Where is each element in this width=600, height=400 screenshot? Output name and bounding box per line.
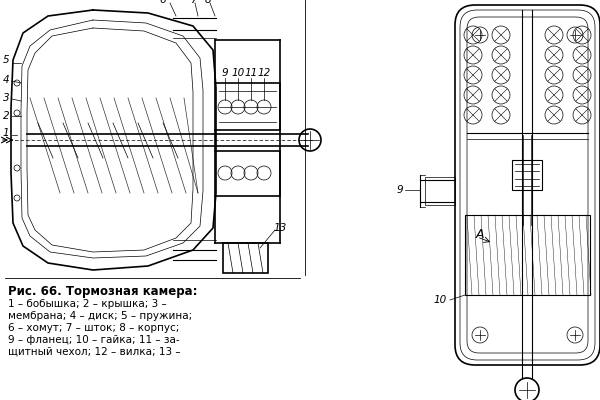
Text: 7: 7 (190, 0, 196, 5)
Text: 9: 9 (397, 185, 403, 195)
Text: 10: 10 (433, 295, 446, 305)
Bar (215, 151, 280, 196)
Text: 5: 5 (2, 55, 10, 65)
Text: 6: 6 (160, 0, 166, 5)
Bar (465, 215, 590, 295)
Bar (215, 83, 280, 130)
Bar (512, 160, 542, 190)
Bar (223, 243, 268, 273)
Text: 9 – фланец; 10 – гайка; 11 – за-: 9 – фланец; 10 – гайка; 11 – за- (8, 335, 179, 345)
Circle shape (14, 165, 20, 171)
Bar (425, 177, 455, 205)
Text: 9: 9 (221, 68, 229, 78)
Text: 11: 11 (244, 68, 257, 78)
Text: мембрана; 4 – диск; 5 – пружина;: мембрана; 4 – диск; 5 – пружина; (8, 311, 192, 321)
Text: щитный чехол; 12 – вилка; 13 –: щитный чехол; 12 – вилка; 13 – (8, 347, 181, 357)
Text: 3: 3 (2, 93, 10, 103)
Text: 1 – бобышка; 2 – крышка; 3 –: 1 – бобышка; 2 – крышка; 3 – (8, 299, 167, 309)
Text: 2: 2 (2, 111, 10, 121)
Circle shape (14, 110, 20, 116)
Circle shape (14, 195, 20, 201)
Text: 4: 4 (2, 75, 10, 85)
Text: 1: 1 (2, 128, 10, 138)
Text: A: A (476, 228, 484, 242)
Text: Рис. 66. Тормозная камера:: Рис. 66. Тормозная камера: (8, 285, 197, 298)
Text: 12: 12 (257, 68, 271, 78)
Text: 13: 13 (274, 223, 287, 233)
Text: 10: 10 (232, 68, 245, 78)
Text: 8: 8 (205, 0, 211, 5)
Circle shape (14, 80, 20, 86)
Text: 6 – хомут; 7 – шток; 8 – корпус;: 6 – хомут; 7 – шток; 8 – корпус; (8, 323, 179, 333)
